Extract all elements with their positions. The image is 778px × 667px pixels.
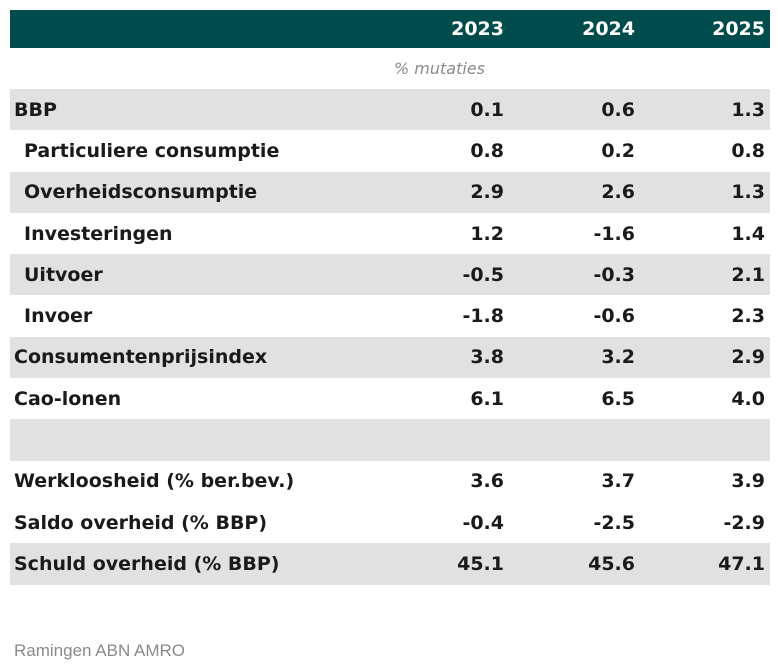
cell-2025: 2.1	[731, 263, 765, 286]
cell-2025: 1.4	[731, 222, 765, 245]
cell-2023: 45.1	[457, 552, 504, 575]
row-label: Werkloosheid (% ber.bev.)	[14, 470, 295, 493]
row-label: Invoer	[24, 305, 93, 328]
cell-2023: 6.1	[470, 387, 504, 410]
cell-2025: -2.9	[723, 511, 765, 534]
cell-2024: 45.6	[588, 552, 635, 575]
cell-2025: 4.0	[731, 387, 765, 410]
cell-2024: -2.5	[593, 511, 635, 534]
cell-2025: 0.8	[731, 139, 765, 162]
cell-2025: 1.3	[731, 181, 765, 204]
cell-2025: 2.9	[731, 346, 765, 369]
table-row-saldo-overheid: Saldo overheid (% BBP) -0.4 -2.5 -2.9	[10, 502, 770, 543]
table-row-uitvoer: Uitvoer -0.5 -0.3 2.1	[10, 254, 770, 296]
row-label: Consumentenprijsindex	[14, 346, 268, 369]
table-row-overheidsconsumptie: Overheidsconsumptie 2.9 2.6 1.3	[10, 171, 770, 213]
table-row-bbp: BBP 0.1 0.6 1.3	[10, 89, 770, 131]
cell-2024: 6.5	[601, 387, 635, 410]
cell-2024: 0.6	[601, 98, 635, 121]
cell-2025: 2.3	[731, 305, 765, 328]
row-label: Investeringen	[24, 222, 173, 245]
cell-2024: -1.6	[593, 222, 635, 245]
cell-2023: 2.9	[470, 181, 504, 204]
year-header-2025: 2025	[712, 18, 765, 40]
row-label: BBP	[14, 98, 57, 121]
row-label: Saldo overheid (% BBP)	[14, 511, 268, 534]
table-header: 2023 2024 2025	[10, 10, 770, 48]
cell-2023: 3.8	[470, 346, 504, 369]
table-row-investeringen: Investeringen 1.2 -1.6 1.4	[10, 213, 770, 254]
cell-2024: 0.2	[601, 139, 635, 162]
cell-2024: 2.6	[601, 181, 635, 204]
cell-2024: -0.3	[593, 263, 635, 286]
row-label: Schuld overheid (% BBP)	[14, 552, 280, 575]
cell-2023: 0.1	[470, 98, 504, 121]
row-label: Cao-lonen	[14, 387, 122, 410]
table-row-invoer: Invoer -1.8 -0.6 2.3	[10, 295, 770, 336]
cell-2025: 1.3	[731, 98, 765, 121]
cell-2025: 47.1	[718, 552, 765, 575]
cell-2023: 1.2	[470, 222, 504, 245]
year-header-2024: 2024	[582, 18, 635, 40]
year-header-2023: 2023	[451, 18, 504, 40]
cell-2024: 3.2	[601, 346, 635, 369]
cell-2023: 0.8	[470, 139, 504, 162]
cell-2023: -0.5	[462, 263, 504, 286]
row-label: Particuliere consumptie	[24, 139, 280, 162]
row-label: Overheidsconsumptie	[24, 181, 258, 204]
table-row-schuld-overheid: Schuld overheid (% BBP) 45.1 45.6 47.1	[10, 543, 770, 585]
table-row-consumentenprijsindex: Consumentenprijsindex 3.8 3.2 2.9	[10, 336, 770, 379]
forecast-table: 2023 2024 2025 % mutaties BBP 0.1 0.6 1.…	[10, 10, 770, 585]
table-row-werkloosheid: Werkloosheid (% ber.bev.) 3.6 3.7 3.9	[10, 461, 770, 502]
table-row-particuliere-consumptie: Particuliere consumptie 0.8 0.2 0.8	[10, 130, 770, 171]
source-note: Ramingen ABN AMRO	[14, 641, 186, 660]
cell-2023: -0.4	[462, 511, 504, 534]
cell-2023: -1.8	[462, 305, 504, 328]
row-label: Uitvoer	[24, 263, 103, 286]
units-row: % mutaties	[10, 48, 770, 89]
table-row-spacer	[10, 419, 770, 461]
cell-2024: -0.6	[593, 305, 635, 328]
cell-2025: 3.9	[731, 470, 765, 493]
table-row-cao-lonen: Cao-lonen 6.1 6.5 4.0	[10, 378, 770, 419]
cell-2023: 3.6	[470, 470, 504, 493]
cell-2024: 3.7	[601, 470, 635, 493]
units-note: % mutaties	[394, 59, 485, 78]
